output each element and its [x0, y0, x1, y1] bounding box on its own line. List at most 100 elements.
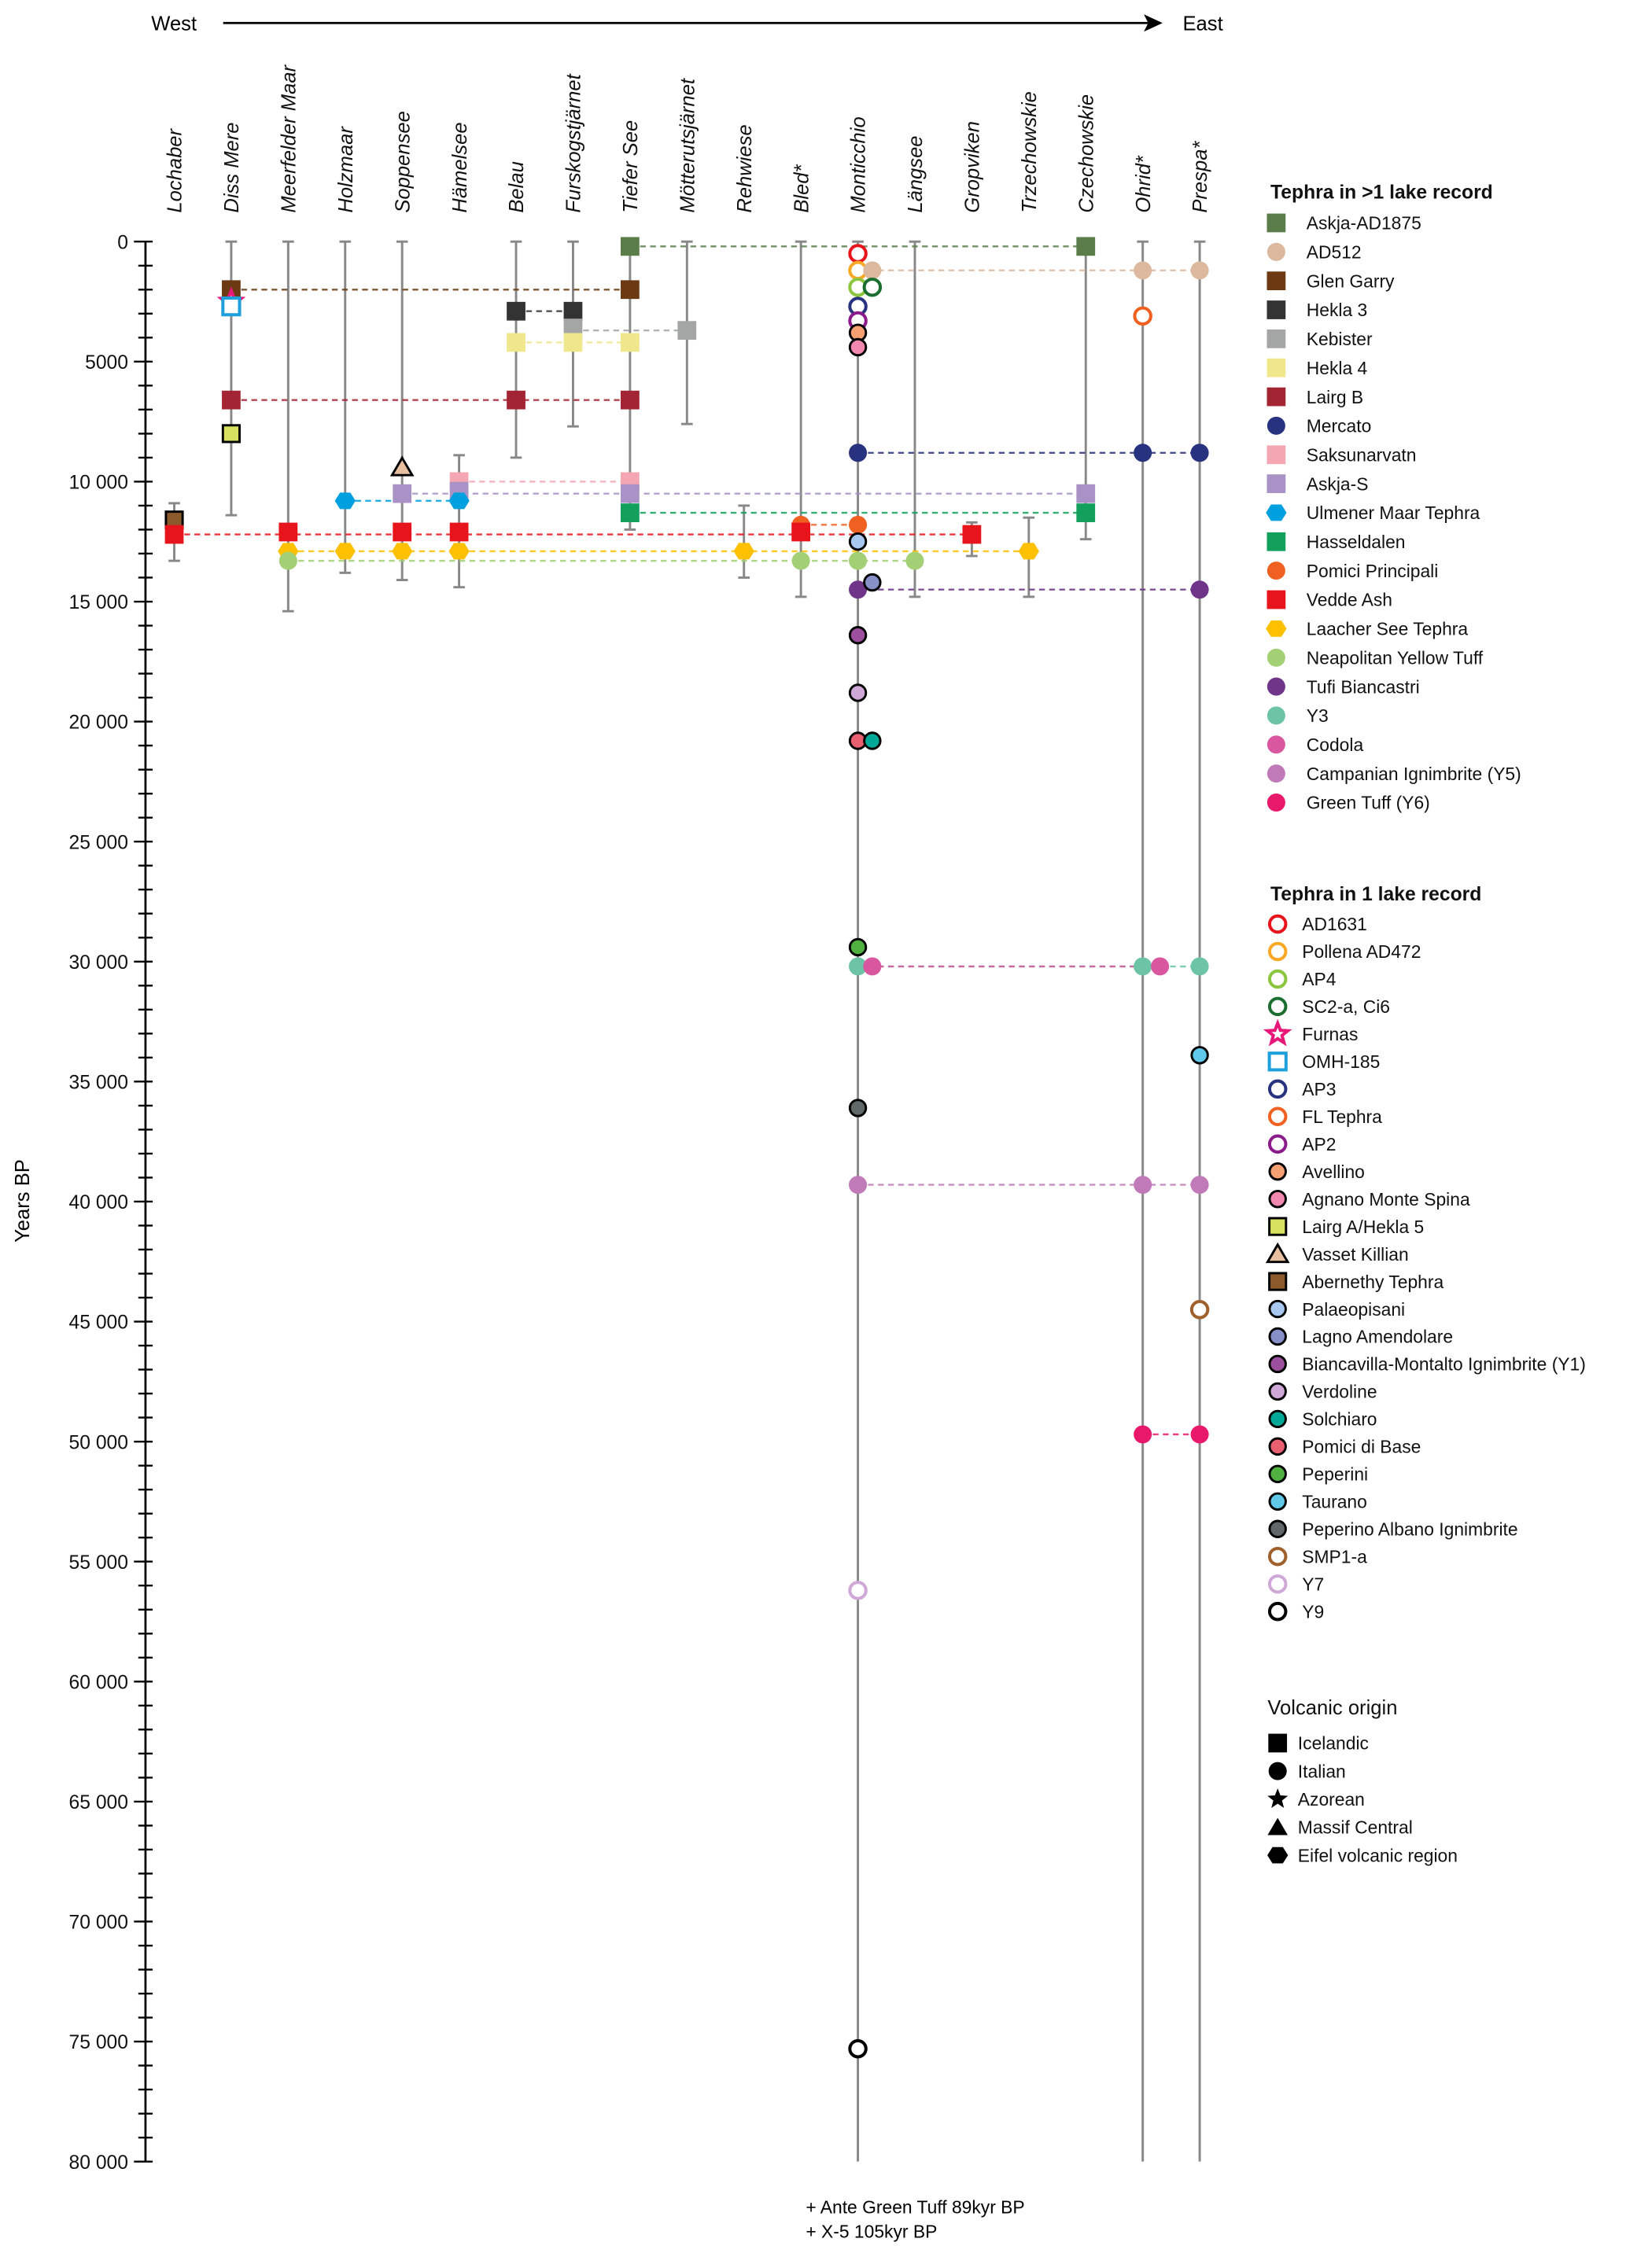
legend-icon-fl-tephra: [1267, 1106, 1288, 1127]
marker-omh-185: [221, 296, 242, 317]
marker-glen-garry: [620, 280, 640, 300]
marker-kebister: [563, 318, 583, 337]
legend-icon-lairg-b: [1267, 387, 1286, 407]
lake-name-gropviken: Gropviken: [962, 121, 984, 213]
legend-label: Hasseldalen: [1307, 532, 1406, 552]
lake-name-monticchio: Monticchio: [848, 116, 870, 212]
marker-y9: [848, 2038, 868, 2059]
legend-icon-askja-s: [1267, 474, 1286, 494]
y-tick-label: 75 000: [69, 2032, 128, 2053]
legend-icon-hekla-3: [1267, 300, 1286, 319]
legend-icon-green-tuff-y6: [1267, 793, 1285, 812]
legend-icon-pomici-principali: [1267, 561, 1285, 580]
legend-icon-kebister: [1267, 329, 1286, 348]
y-tick-label: 20 000: [69, 712, 128, 734]
legend-label: Italian: [1298, 1761, 1346, 1781]
legend-label: Lagno Amendolare: [1302, 1327, 1453, 1347]
footnote-2: + X-5 105kyr BP: [806, 2222, 937, 2242]
y-tick-label: 55 000: [69, 1552, 128, 1574]
legend-label: SC2-a, Ci6: [1302, 996, 1390, 1017]
marker-tufi-biancastri: [1190, 580, 1209, 599]
legend-label: Verdoline: [1302, 1382, 1377, 1402]
legend-icon-taurano: [1268, 1492, 1287, 1511]
marker-hekla-4: [563, 333, 583, 352]
legend-label: Vedde Ash: [1307, 590, 1392, 610]
legend-multi-title: Tephra in >1 lake record: [1270, 182, 1493, 203]
legend-icon-verdoline: [1268, 1382, 1287, 1401]
lake-name-trzechowskie: Trzechowskie: [1019, 91, 1041, 213]
marker-pomici-principali: [849, 515, 868, 534]
y-tick-label: 50 000: [69, 1432, 128, 1453]
legend-label: Biancavilla-Montalto Ignimbrite (Y1): [1302, 1354, 1586, 1375]
marker-ulmener-maar-tephra: [448, 492, 470, 510]
legend-label: AP2: [1302, 1134, 1336, 1154]
legend-icon-mercato: [1267, 416, 1285, 435]
east-label: East: [1182, 13, 1222, 35]
legend-origin-massif-central-icon: [1267, 1817, 1289, 1835]
legend-label: AP4: [1302, 969, 1336, 989]
lake-name-ohrid: Ohrid*: [1133, 155, 1155, 213]
legend-label: Palaeopisani: [1302, 1299, 1405, 1320]
lake-name-soppensee: Soppensee: [392, 111, 414, 213]
marker-y3: [1190, 957, 1209, 976]
legend-label: Icelandic: [1298, 1733, 1369, 1754]
legend-label: Lairg A/Hekla 5: [1302, 1217, 1424, 1237]
legend-label: Pomici di Base: [1302, 1437, 1421, 1457]
lake-name-h-melsee: Hämelsee: [449, 122, 471, 212]
marker-sc2-a-ci6: [862, 277, 883, 297]
marker-vasset-killian: [389, 455, 415, 477]
marker-neapolitan-yellow-tuff: [278, 551, 297, 570]
legend-icon-hekla-4: [1267, 358, 1286, 377]
marker-mercato: [1190, 444, 1209, 462]
legend-icon-lagno-amendolare: [1268, 1327, 1287, 1346]
marker-ad512: [863, 261, 882, 280]
lake-name-holzmaar: Holzmaar: [335, 126, 357, 213]
legend-icon-vasset-killian: [1265, 1242, 1290, 1264]
marker-askja-s: [393, 484, 412, 503]
legend-icon-omh-185: [1267, 1051, 1288, 1072]
legend-icon-glen-garry: [1267, 271, 1286, 291]
legend-icon-askja-ad1875: [1267, 213, 1286, 233]
legend-single-title: Tephra in 1 lake record: [1270, 884, 1481, 905]
marker-green-tuff-y6: [1134, 1425, 1152, 1444]
y-tick-label: 10 000: [69, 473, 128, 494]
legend-icon-ulmener-maar-tephra: [1266, 504, 1287, 521]
marker-lairg-b: [620, 390, 640, 410]
marker-fl-tephra: [1133, 306, 1152, 326]
legend-icon-y9: [1267, 1601, 1288, 1622]
legend-label: AP3: [1302, 1079, 1336, 1099]
legend-origin-eifel-volcanic-region-icon: [1267, 1846, 1289, 1864]
y-tick-label: 40 000: [69, 1192, 128, 1213]
footnote-1: + Ante Green Tuff 89kyr BP: [806, 2197, 1024, 2218]
legend-icon-tufi-biancastri: [1267, 677, 1285, 696]
legend-icon-ap3: [1267, 1079, 1288, 1099]
legend-label: Abernethy Tephra: [1302, 1272, 1443, 1292]
legend-label: Codola: [1307, 735, 1364, 755]
marker-neapolitan-yellow-tuff: [905, 551, 924, 570]
legend-icon-agnano-monte-spina: [1268, 1189, 1287, 1209]
legend-icon-ap4: [1267, 969, 1288, 989]
legend-icon-ap2: [1267, 1134, 1288, 1154]
legend-label: Ulmener Maar Tephra: [1307, 503, 1480, 523]
lake-name-czechowskie: Czechowskie: [1075, 94, 1097, 213]
marker-hekla-4: [507, 333, 525, 352]
legend-label: Saksunarvatn: [1307, 444, 1417, 465]
legend-label: Solchiaro: [1302, 1409, 1377, 1430]
legend-icon-avellino: [1268, 1162, 1287, 1181]
legend-label: AD512: [1307, 242, 1362, 263]
legend-label: FL Tephra: [1302, 1106, 1382, 1127]
marker-neapolitan-yellow-tuff: [849, 551, 868, 570]
legend-label: Lairg B: [1307, 387, 1363, 407]
legend-icon-peperini: [1268, 1464, 1287, 1484]
marker-laacher-see-tephra: [392, 543, 413, 560]
marker-green-tuff-y6: [1190, 1425, 1209, 1444]
legend-label: Tufi Biancastri: [1307, 676, 1420, 697]
legend-label: Pomici Principali: [1307, 561, 1439, 581]
marker-verdoline: [848, 683, 868, 702]
marker-codola: [1151, 957, 1170, 976]
marker-campanian-ignimbrite-y5: [849, 1176, 868, 1195]
marker-taurano: [1190, 1046, 1209, 1065]
marker-solchiaro: [863, 731, 882, 750]
legend-icon-pollena-ad472: [1267, 941, 1288, 962]
legend-label: Peperini: [1302, 1464, 1368, 1485]
